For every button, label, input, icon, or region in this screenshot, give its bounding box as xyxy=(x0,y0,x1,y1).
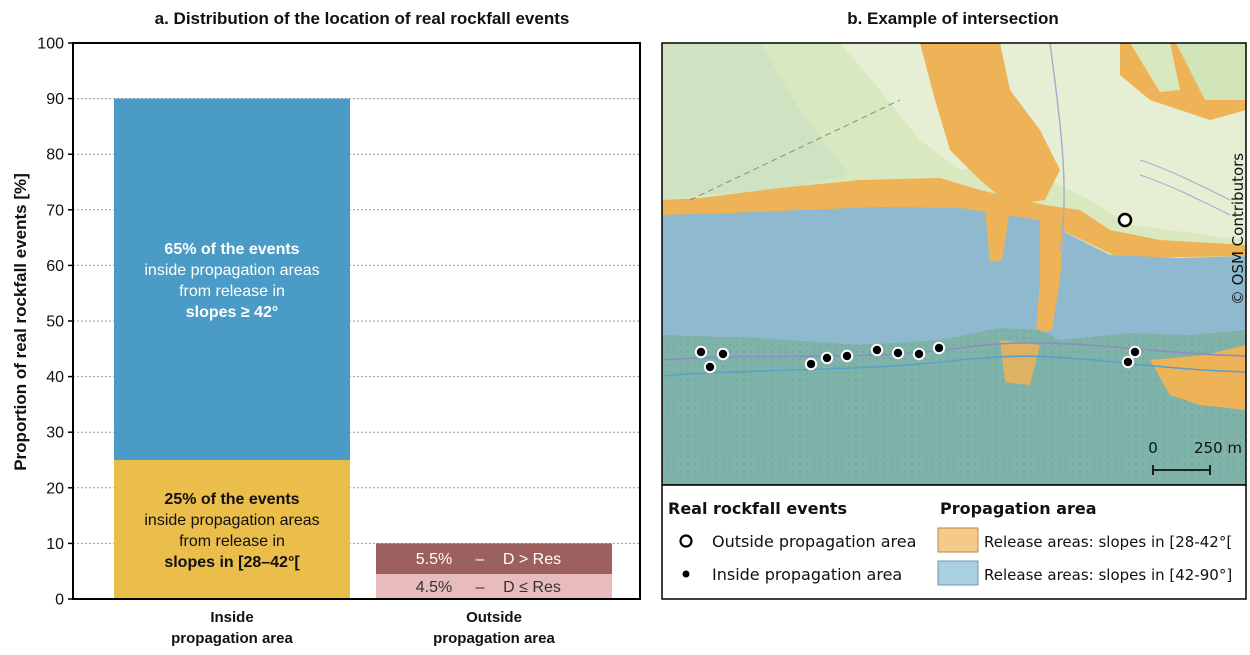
attribution-text: © OSM Contributors xyxy=(1229,153,1247,305)
bar-annotation-line: inside propagation areas xyxy=(144,512,319,529)
y-tick-label: 40 xyxy=(46,369,64,386)
bar-annotation-line: inside propagation areas xyxy=(144,262,319,279)
map-image xyxy=(662,43,1246,485)
inside-event-marker xyxy=(716,347,730,361)
inside-event-marker xyxy=(1121,355,1135,369)
legend-areas-title: Propagation area xyxy=(940,499,1097,518)
bar-series xyxy=(114,98,612,599)
bar-labels: 25% of the events inside propagation area… xyxy=(144,241,561,596)
inside-event-marker xyxy=(820,351,834,365)
y-tick-label: 70 xyxy=(46,202,64,219)
y-axis-label: Proportion of real rockfall events [%] xyxy=(11,173,30,471)
bar-inline-label: D ≤ Res xyxy=(503,579,561,596)
bar-annotation-line: slopes in [28–42°[ xyxy=(164,554,300,571)
bar-inline-label: D > Res xyxy=(503,551,561,568)
bar-inline-label: – xyxy=(476,579,485,596)
y-tick-label: 0 xyxy=(55,592,64,609)
legend-area-blue-label: Release areas: slopes in [42-90°] xyxy=(984,566,1232,584)
y-tick-label: 60 xyxy=(46,258,64,275)
inside-event-marker xyxy=(694,345,708,359)
legend-events-title: Real rockfall events xyxy=(668,499,847,518)
bar-segment xyxy=(376,543,612,574)
inside-event-marker xyxy=(804,357,818,371)
scale-start-label: 0 xyxy=(1148,439,1158,457)
bar-chart-panel: a. Distribution of the location of real … xyxy=(11,9,641,647)
bar-segment xyxy=(114,460,350,599)
plot-frame xyxy=(72,42,641,600)
orange-swatch-icon xyxy=(937,527,979,553)
event-markers xyxy=(694,212,1142,374)
y-tick-label: 90 xyxy=(46,91,64,108)
y-tick-label: 50 xyxy=(46,314,64,331)
y-tick-label: 30 xyxy=(46,425,64,442)
x-tick-label: Inside xyxy=(210,609,253,626)
scale-bar: 0 250 m xyxy=(1148,439,1242,475)
bar-annotation-line: 65% of the events xyxy=(164,241,299,258)
y-tick-label: 100 xyxy=(37,36,64,53)
bar-annotation-line: 25% of the events xyxy=(164,491,299,508)
bar-inline-label: – xyxy=(476,551,485,568)
bar-inline-label: 4.5% xyxy=(416,579,452,596)
y-axis-ticks: 0 10 20 30 40 50 60 70 80 90 100 xyxy=(37,36,73,609)
bar-segment xyxy=(114,98,350,460)
map-panel: b. Example of intersection xyxy=(661,9,1247,600)
filled-dot-icon xyxy=(682,570,690,578)
legend-events: Real rockfall events Outside propagation… xyxy=(668,499,916,584)
legend-inside-label: Inside propagation area xyxy=(712,565,902,584)
inside-event-marker xyxy=(870,343,884,357)
inside-event-marker xyxy=(932,341,946,355)
bar-annotation-line: from release in xyxy=(179,283,285,300)
legend-outside-label: Outside propagation area xyxy=(712,532,916,551)
bar-annotation-line: from release in xyxy=(179,533,285,550)
outside-event-marker xyxy=(1117,212,1133,228)
hollow-circle-icon xyxy=(679,534,693,548)
x-tick-label: Outside xyxy=(466,609,522,626)
bar-annotation-line: slopes ≥ 42° xyxy=(186,304,279,321)
x-axis-labels: Inside propagation area Outside propagation… xyxy=(171,609,555,647)
chart-a-title: a. Distribution of the location of real … xyxy=(155,9,570,28)
x-tick-label: propagation area xyxy=(433,630,555,647)
legend-areas: Propagation area Release areas: slopes i… xyxy=(937,499,1232,586)
bar-inline-label: 5.5% xyxy=(416,551,452,568)
inside-event-marker xyxy=(840,349,854,363)
inside-event-marker xyxy=(891,346,905,360)
inside-event-marker xyxy=(703,360,717,374)
scale-end-label: 250 m xyxy=(1194,439,1242,457)
blue-swatch-icon xyxy=(937,560,979,586)
y-tick-label: 20 xyxy=(46,480,64,497)
bar-segment xyxy=(376,573,612,599)
map-title: b. Example of intersection xyxy=(847,9,1059,28)
legend-area-orange-label: Release areas: slopes in [28-42°[ xyxy=(984,533,1232,551)
inside-event-marker xyxy=(912,347,926,361)
x-tick-label: propagation area xyxy=(171,630,293,647)
inside-event-marker xyxy=(1128,345,1142,359)
y-tick-label: 10 xyxy=(46,536,64,553)
y-tick-label: 80 xyxy=(46,147,64,164)
